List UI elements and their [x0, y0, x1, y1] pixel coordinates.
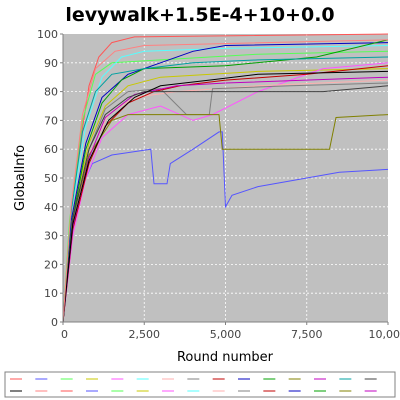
series-line-5	[62, 62, 389, 323]
y-tick-label: 40	[44, 201, 58, 214]
y-tick-label: 20	[44, 258, 58, 271]
x-tick-label: 2,500	[129, 328, 161, 341]
y-tick-label: 80	[44, 86, 58, 99]
x-axis-label: Round number	[177, 350, 274, 365]
y-tick-label: 100	[37, 28, 58, 41]
series-line-12	[62, 114, 389, 323]
chart-title: levywalk+1.5E-4+10+0.0	[65, 4, 335, 26]
series-line-14	[62, 56, 389, 323]
axes	[60, 33, 389, 325]
tick-labels: 0 10 20 30 40 50 60 70 80 90 100 0 2,500 5,000 7,500 10…	[37, 28, 400, 341]
series-line-4	[62, 68, 389, 323]
y-tick-label: 10	[44, 287, 58, 300]
x-tick-label: 5,000	[210, 328, 242, 341]
y-tick-label: 60	[44, 143, 58, 156]
y-tick-label: 30	[44, 230, 58, 243]
x-tick-label: 7,500	[291, 328, 323, 341]
y-axis-label: GlobalInfo	[13, 145, 28, 211]
y-tick-label: 70	[44, 114, 58, 127]
series-line-15	[62, 85, 389, 323]
legend-box	[4, 371, 396, 398]
x-tick-label: 0	[61, 328, 68, 341]
series-line-10	[62, 42, 389, 323]
series-line-9	[62, 65, 389, 323]
series-line-11	[62, 39, 389, 323]
y-tick-label: 90	[44, 57, 58, 70]
series-line-17	[62, 39, 389, 323]
y-tick-label: 0	[51, 316, 58, 329]
legend	[4, 371, 396, 398]
x-tick-label: 10,00	[369, 328, 400, 341]
series-line-16	[62, 70, 389, 323]
series-group	[62, 33, 389, 323]
y-tick-label: 50	[44, 172, 58, 185]
